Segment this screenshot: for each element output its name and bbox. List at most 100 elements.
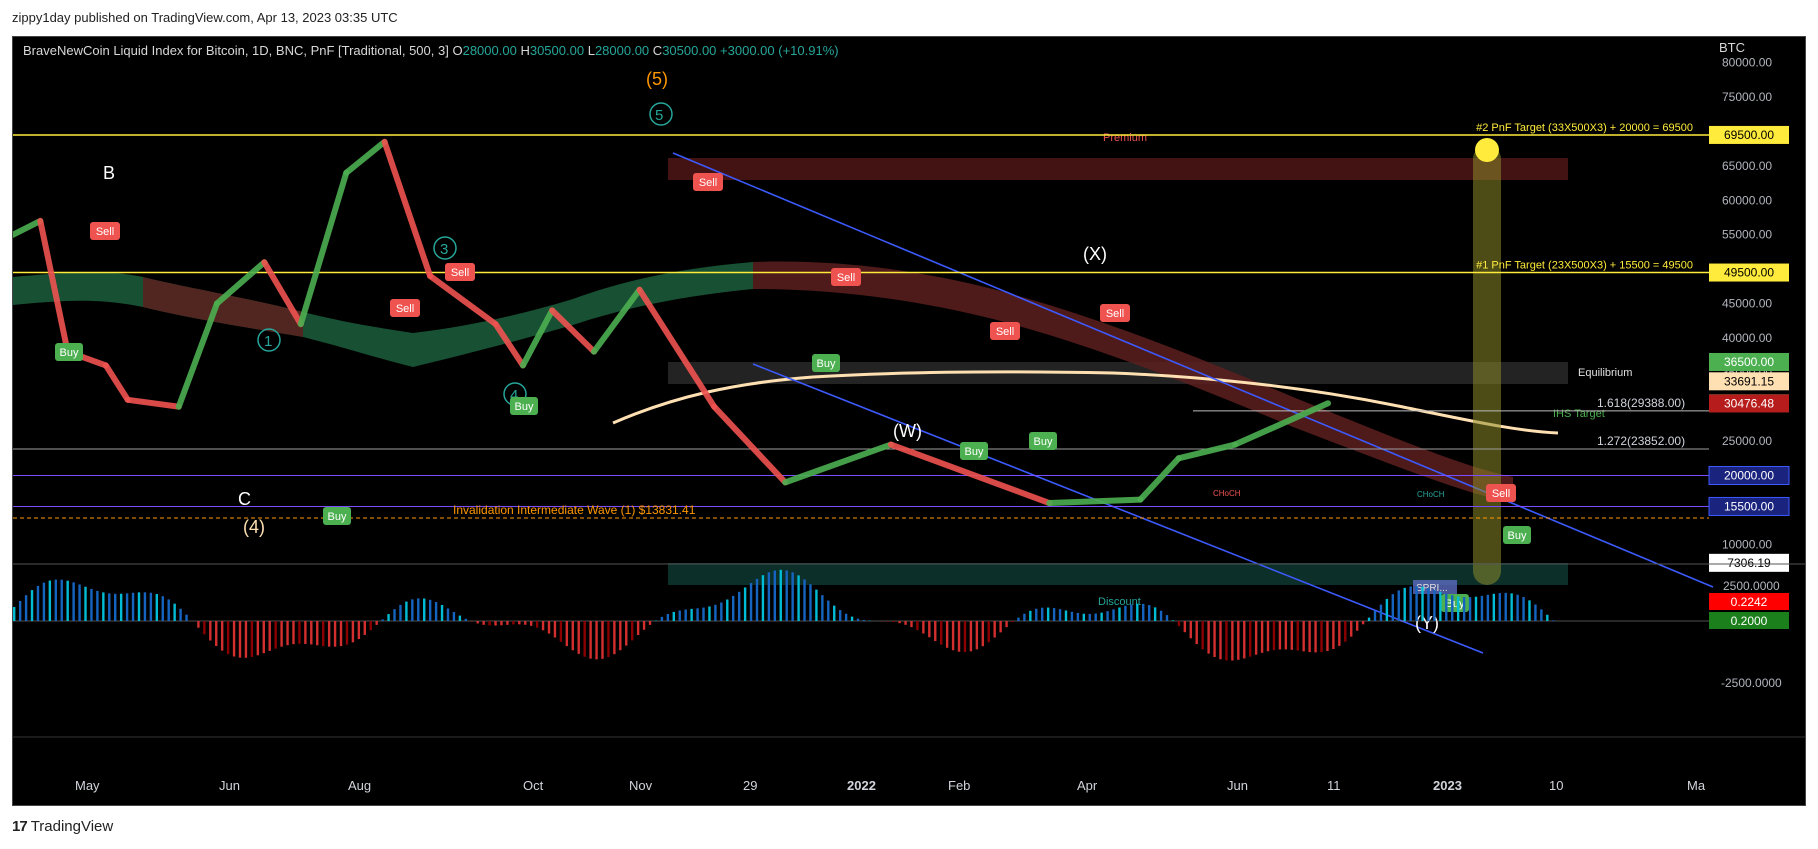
oscillator-bar [102,592,105,621]
oscillator-bar [945,621,949,648]
oscillator-bar [1456,596,1460,621]
oscillator-bar [357,621,361,640]
price-badge [1709,352,1789,371]
price-column [213,259,268,307]
wave-label-c: C [238,489,251,509]
oscillator-bar [1320,621,1323,653]
price-badge [1709,125,1789,144]
oscillator-bar [1130,604,1133,621]
price-tick-label: 80000.00 [1722,56,1772,70]
oscillator-bar [827,600,830,621]
oscillator-bar [232,621,236,657]
price-column [124,396,182,410]
oscillator-bar [785,570,788,621]
oscillator-bar [13,607,16,621]
oscillator-bar [916,621,919,631]
oscillator-bar [1243,621,1246,659]
oscillator-bar [161,596,164,621]
oscillator-bar [1023,613,1026,621]
ribbon-red-1 [143,277,303,337]
oscillator-bar [999,621,1002,633]
oscillator-bar [500,621,503,626]
oscillator-bar [577,621,580,654]
chart-panel[interactable]: BraveNewCoin Liquid Index for Bitcoin, 1… [12,36,1806,806]
buy-signal-label: Buy [60,347,79,359]
oscillator-bar [310,621,313,645]
channel-lower [752,363,1484,654]
time-tick-label: 2022 [847,778,876,793]
oscillator-bar [779,569,782,621]
oscillator-bar [482,621,485,625]
oscillator-bar [114,593,117,621]
oscillator-bar [1504,592,1507,621]
price-column [13,217,44,238]
moving-average-line [612,370,1559,435]
oscillator-bar [1350,621,1353,637]
oscillator-bar [642,621,646,630]
chart-canvas[interactable]: Premium Equilibrium Discount IHS Target … [13,37,1806,806]
sell-signal-label: Sell [1492,488,1510,500]
symbol-name[interactable]: BraveNewCoin Liquid Index for Bitcoin, 1… [23,43,449,58]
oscillator-bar [84,586,87,621]
price-column [102,362,131,403]
oscillator-bar [1338,621,1341,646]
oscillator-bar [535,621,539,628]
wave-label-5-major: (5) [646,69,668,89]
oscillator-bar [48,580,52,621]
footer-brand[interactable]: TradingView [30,818,114,835]
oscillator-bar [910,621,913,628]
oscillator-bar [648,621,652,625]
buy-signal-label: Buy [1034,436,1053,448]
premium-zone [668,158,1568,180]
oscillator-bar [565,621,569,647]
oscillator-bar [833,605,836,621]
oscillator-bar [1035,608,1038,621]
premium-label: Premium [1103,132,1147,144]
price-column [711,403,789,486]
price-badge [1709,263,1789,282]
level-label: 1.272(23852.00) [1597,434,1685,448]
discount-zone [668,563,1568,585]
sell-signal [693,173,723,191]
oscillator-bar [292,621,295,645]
oscillator-bar [922,621,925,634]
oscillator-bar [327,621,331,647]
oscillator-bar [1344,621,1347,642]
oscillator-bar [1177,621,1181,627]
oscillator-bar [1546,614,1549,621]
oscillator-bar [797,575,800,621]
price-column [1137,455,1182,503]
oscillator-bar [1064,610,1068,621]
oscillator-bar [131,592,135,621]
oscillator-bar [815,589,818,621]
footer: 17 TradingView [12,818,113,835]
oscillator-bar [892,621,895,623]
oscillator-bar [446,608,450,621]
oscillator-bar [1231,621,1234,661]
price-badge [1709,372,1789,391]
oscillator-bar [506,621,509,625]
oscillator-bar [631,621,634,641]
oscillator-bar [1118,607,1121,621]
sell-signal [445,263,475,281]
buy-signal-label: Buy [1446,598,1465,610]
oscillator-bar [405,601,408,621]
equilibrium-label: Equilibrium [1578,367,1632,379]
oscillator-bar [547,621,551,634]
oscillator-bar [18,600,22,621]
oscillator-bar [678,610,681,621]
oscillator-bar [1367,617,1371,621]
oscillator-bar [1249,621,1252,657]
tradingview-logo-icon[interactable]: 17 [12,818,28,835]
wave-label-y: (Y) [1415,613,1439,633]
oscillator-bar [1498,593,1501,621]
oscillator-bar [1468,597,1472,621]
oscillator-bar [1474,596,1478,621]
price-tick-label: 55000.00 [1722,228,1772,242]
price-column [1175,441,1239,462]
sell-signal [1486,484,1516,502]
oscillator-bar [1451,595,1454,621]
discount-label: Discount [1098,596,1141,608]
oscillator-bar [1213,621,1216,657]
sell-signal [990,322,1020,340]
